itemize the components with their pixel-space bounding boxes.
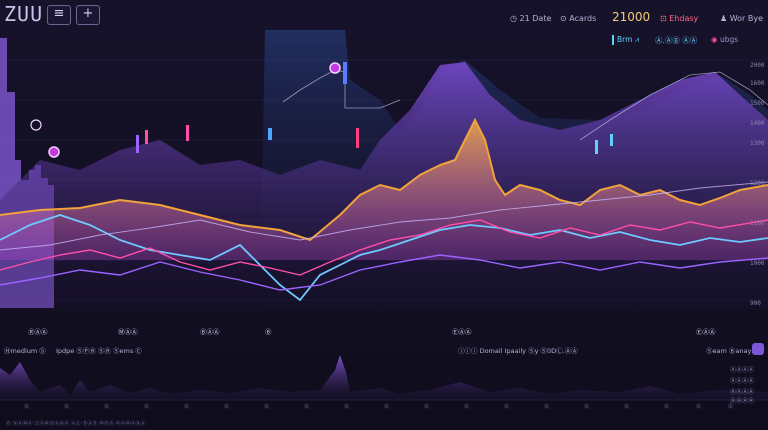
brand-logo: ZUU [4,2,44,26]
bottom-x-tick: Ⓢ [264,404,270,410]
bottom-x-tick: Ⓢ [144,404,150,410]
marker-dot[interactable] [30,119,42,131]
top-bar: ZUU ≡ + ◷ 21 Date ⊙ Acards 21000 ⊡ Ehdas… [0,0,768,30]
y-tick: 1200 [750,180,765,187]
y-tick: 1300 [750,140,765,147]
bottom-x-tick: Ⓢ [728,404,734,410]
bottom-x-tick: Ⓢ [664,404,670,410]
x-tick: ⒺⒶⒶ [452,328,472,336]
bottom-x-tick: Ⓢ [544,404,550,410]
legend-item-2[interactable]: Ⓐ.ⒶⒷ ⒶⒶ [655,36,698,45]
control-left[interactable]: Ⓗmedium ⓑ [4,347,46,355]
control-left-2[interactable]: Ipdpe ⓈⓅⓇ ⓈⓇ Ⓢems Ⓒ [56,347,142,355]
x-tick: ⒷⒶⒶ [200,328,220,336]
legend-item-1[interactable]: Brm ⩘ [612,35,642,45]
bottom-x-tick: Ⓢ [224,404,230,410]
control-center[interactable]: ⓘⓘⓘ Domail Ipaaily Ⓢy Ⓢ0DⓁ.ⒶⒶ [458,347,578,355]
bottom-x-tick: Ⓢ [424,404,430,410]
bottom-x-tick: Ⓢ [384,404,390,410]
bottom-x-tick: Ⓢ [104,404,110,410]
bottom-x-tick: Ⓢ [504,404,510,410]
stat-date-label: 21 Date [519,14,552,23]
bottom-chart [0,355,768,400]
settings-chip[interactable] [752,343,764,355]
y-tick: 900 [750,300,761,307]
footer-text: Ⓑ ⓃⒶⓂⒶ ⓈⒶⓂⒷⒶⓃⒶ ⒶⓈ ⒷⒶⒷ ⓂⒷⒶ ⓂⒶⓂⒶⓃⒶ [6,421,146,427]
x-tick: ⓂⒶⒶ [118,328,138,336]
bottom-y-tick: ⒶⒶⒶⒶ [730,367,755,374]
series-blue [0,214,768,302]
stat-tag[interactable]: ⊡ Ehdasy [660,14,699,23]
stat-accounts-label: Acards [569,14,597,23]
orange-area [0,120,768,260]
bottom-y-tick: ⒶⒶⒶⒶ [730,378,755,385]
bottom-x-tick: Ⓢ [24,404,30,410]
legend-item-3-label: ubgs [719,35,739,44]
bottom-x-tick: Ⓢ [184,404,190,410]
series-magenta [0,219,768,276]
bottom-x-tick: Ⓢ [64,404,70,410]
x-tick: ⒺⒶⒶ [696,328,716,336]
candles [136,62,613,154]
y-tick: 1400 [750,120,765,127]
bottom-x-tick: Ⓢ [696,404,702,410]
series-light [0,181,768,251]
bottom-x-tick: Ⓢ [464,404,470,410]
series-violet [0,254,768,291]
bottom-x-tick: Ⓢ [344,404,350,410]
add-button[interactable]: + [76,5,100,25]
series-thin-top [282,69,401,109]
stat-tag-label: Ehdasy [669,14,699,23]
y-tick: 1500 [750,100,765,107]
x-tick: Ⓑ [265,328,272,336]
marker-dot[interactable] [48,146,60,158]
bottom-y-tick: ⒶⒶⒶⒶ [730,389,755,396]
bottom-x-tick: Ⓢ [304,404,310,410]
bottom-y-tick: ⒶⒶⒶⒶ [730,398,755,405]
control-right[interactable]: Ⓢeam Ⓑanays [706,347,755,355]
y-tick: 2000 [750,62,765,69]
x-tick: ⓇⒶⒶ [28,328,48,336]
menu-icon[interactable]: ≡ [47,5,71,25]
stat-user-label: Wor Bye [729,14,764,23]
bottom-x-tick: Ⓢ [584,404,590,410]
y-tick: 1100 [750,220,765,227]
series-thin-right [579,71,768,141]
y-tick: 1000 [750,260,765,267]
legend-item-3[interactable]: ◉ ubgs [711,35,739,44]
stat-accounts[interactable]: ⊙ Acards [560,14,597,23]
stat-date[interactable]: ◷ 21 Date [510,14,552,23]
series-orange [0,117,768,242]
bottom-x-tick: Ⓢ [624,404,630,410]
y-tick: 1600 [750,80,765,87]
stat-user[interactable]: ♟ Wor Bye [720,14,764,23]
stat-value: 21000 [612,10,651,24]
marker-dot[interactable] [329,62,341,74]
